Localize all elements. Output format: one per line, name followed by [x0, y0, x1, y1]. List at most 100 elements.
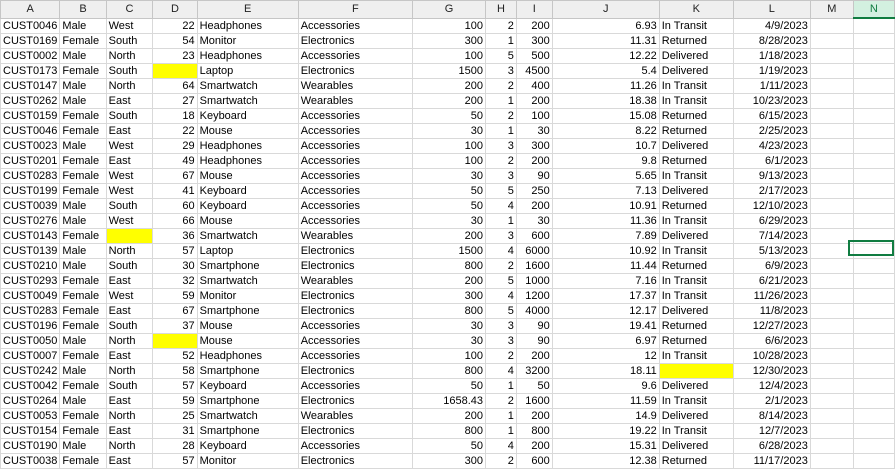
cell-c21[interactable]: East: [105, 302, 154, 319]
cell-c9[interactable]: East: [105, 122, 154, 139]
cell-c6[interactable]: North: [105, 77, 154, 94]
cell-j18[interactable]: 11.44: [551, 257, 660, 274]
cell-l8[interactable]: 6/15/2023: [732, 107, 811, 124]
cell-a4[interactable]: CUST0002: [0, 47, 61, 64]
cell-c30[interactable]: North: [105, 437, 154, 454]
cell-b15[interactable]: Male: [59, 212, 107, 229]
cell-k4[interactable]: Delivered: [658, 47, 734, 64]
cell-m2[interactable]: [809, 17, 854, 34]
cell-b30[interactable]: Male: [59, 437, 107, 454]
cell-g14[interactable]: 50: [411, 197, 487, 214]
cell-d5[interactable]: [152, 62, 198, 79]
cell-k8[interactable]: Returned: [658, 107, 734, 124]
cell-c7[interactable]: East: [105, 92, 154, 109]
cell-l15[interactable]: 6/29/2023: [732, 212, 811, 229]
cell-g15[interactable]: 30: [411, 212, 487, 229]
cell-i5[interactable]: 4500: [515, 62, 553, 79]
cell-l30[interactable]: 6/28/2023: [732, 437, 811, 454]
cell-l17[interactable]: 5/13/2023: [732, 242, 811, 259]
cell-n18[interactable]: [852, 257, 895, 274]
cell-m22[interactable]: [809, 317, 854, 334]
cell-e17[interactable]: Laptop: [196, 242, 299, 259]
cell-j8[interactable]: 15.08: [551, 107, 660, 124]
cell-m3[interactable]: [809, 32, 854, 49]
cell-a2[interactable]: CUST0046: [0, 17, 61, 34]
cell-c3[interactable]: South: [105, 32, 154, 49]
cell-j21[interactable]: 12.17: [551, 302, 660, 319]
cell-i8[interactable]: 100: [515, 107, 553, 124]
cell-a19[interactable]: CUST0293: [0, 272, 61, 289]
cell-l24[interactable]: 10/28/2023: [732, 347, 811, 364]
cell-f17[interactable]: Electronics: [297, 242, 413, 259]
cell-l3[interactable]: 8/28/2023: [732, 32, 811, 49]
cell-i30[interactable]: 200: [515, 437, 553, 454]
cell-c10[interactable]: West: [105, 137, 154, 154]
cell-e2[interactable]: Headphones: [196, 17, 299, 34]
cell-n22[interactable]: [852, 317, 895, 334]
cell-g17[interactable]: 1500: [411, 242, 487, 259]
cell-i24[interactable]: 200: [515, 347, 553, 364]
cell-a30[interactable]: CUST0190: [0, 437, 61, 454]
cell-g10[interactable]: 100: [411, 137, 487, 154]
cell-f8[interactable]: Accessories: [297, 107, 413, 124]
cell-a6[interactable]: CUST0147: [0, 77, 61, 94]
cell-e10[interactable]: Headphones: [196, 137, 299, 154]
cell-h18[interactable]: 2: [485, 257, 517, 274]
cell-c5[interactable]: South: [105, 62, 154, 79]
cell-b22[interactable]: Female: [59, 317, 107, 334]
column-header-f[interactable]: F: [297, 0, 413, 19]
cell-k20[interactable]: In Transit: [658, 287, 734, 304]
cell-a7[interactable]: CUST0262: [0, 92, 61, 109]
cell-b14[interactable]: Male: [59, 197, 107, 214]
cell-f16[interactable]: Wearables: [297, 227, 413, 244]
cell-i15[interactable]: 30: [515, 212, 553, 229]
cell-k16[interactable]: Delivered: [658, 227, 734, 244]
cell-l6[interactable]: 1/11/2023: [732, 77, 811, 94]
cell-h21[interactable]: 5: [485, 302, 517, 319]
cell-d26[interactable]: 57: [152, 377, 198, 394]
cell-g9[interactable]: 30: [411, 122, 487, 139]
cell-d16[interactable]: 36: [152, 227, 198, 244]
cell-g28[interactable]: 200: [411, 407, 487, 424]
cell-f22[interactable]: Accessories: [297, 317, 413, 334]
cell-j27[interactable]: 11.59: [551, 392, 660, 409]
cell-j2[interactable]: 6.93: [551, 17, 660, 34]
cell-k31[interactable]: Returned: [658, 452, 734, 469]
cell-i20[interactable]: 1200: [515, 287, 553, 304]
cell-i23[interactable]: 90: [515, 332, 553, 349]
cell-k11[interactable]: Returned: [658, 152, 734, 169]
cell-i14[interactable]: 200: [515, 197, 553, 214]
cell-b3[interactable]: Female: [59, 32, 107, 49]
cell-n30[interactable]: [852, 437, 895, 454]
cell-n16[interactable]: [852, 227, 895, 244]
cell-d20[interactable]: 59: [152, 287, 198, 304]
cell-e27[interactable]: Smartphone: [196, 392, 299, 409]
cell-l26[interactable]: 12/4/2023: [732, 377, 811, 394]
cell-n15[interactable]: [852, 212, 895, 229]
cell-i2[interactable]: 200: [515, 17, 553, 34]
cell-g2[interactable]: 100: [411, 17, 487, 34]
cell-n29[interactable]: [852, 422, 895, 439]
cell-l28[interactable]: 8/14/2023: [732, 407, 811, 424]
cell-c15[interactable]: West: [105, 212, 154, 229]
cell-b21[interactable]: Female: [59, 302, 107, 319]
cell-a17[interactable]: CUST0139: [0, 242, 61, 259]
cell-h23[interactable]: 3: [485, 332, 517, 349]
cell-e30[interactable]: Keyboard: [196, 437, 299, 454]
cell-e6[interactable]: Smartwatch: [196, 77, 299, 94]
cell-e11[interactable]: Headphones: [196, 152, 299, 169]
column-header-k[interactable]: K: [658, 0, 734, 19]
cell-b25[interactable]: Male: [59, 362, 107, 379]
cell-g26[interactable]: 50: [411, 377, 487, 394]
cell-l20[interactable]: 11/26/2023: [732, 287, 811, 304]
cell-d25[interactable]: 58: [152, 362, 198, 379]
cell-e18[interactable]: Smartphone: [196, 257, 299, 274]
cell-b16[interactable]: Female: [59, 227, 107, 244]
cell-i26[interactable]: 50: [515, 377, 553, 394]
cell-c14[interactable]: South: [105, 197, 154, 214]
cell-a12[interactable]: CUST0283: [0, 167, 61, 184]
cell-l29[interactable]: 12/7/2023: [732, 422, 811, 439]
cell-e31[interactable]: Monitor: [196, 452, 299, 469]
cell-n5[interactable]: [852, 62, 895, 79]
cell-m5[interactable]: [809, 62, 854, 79]
